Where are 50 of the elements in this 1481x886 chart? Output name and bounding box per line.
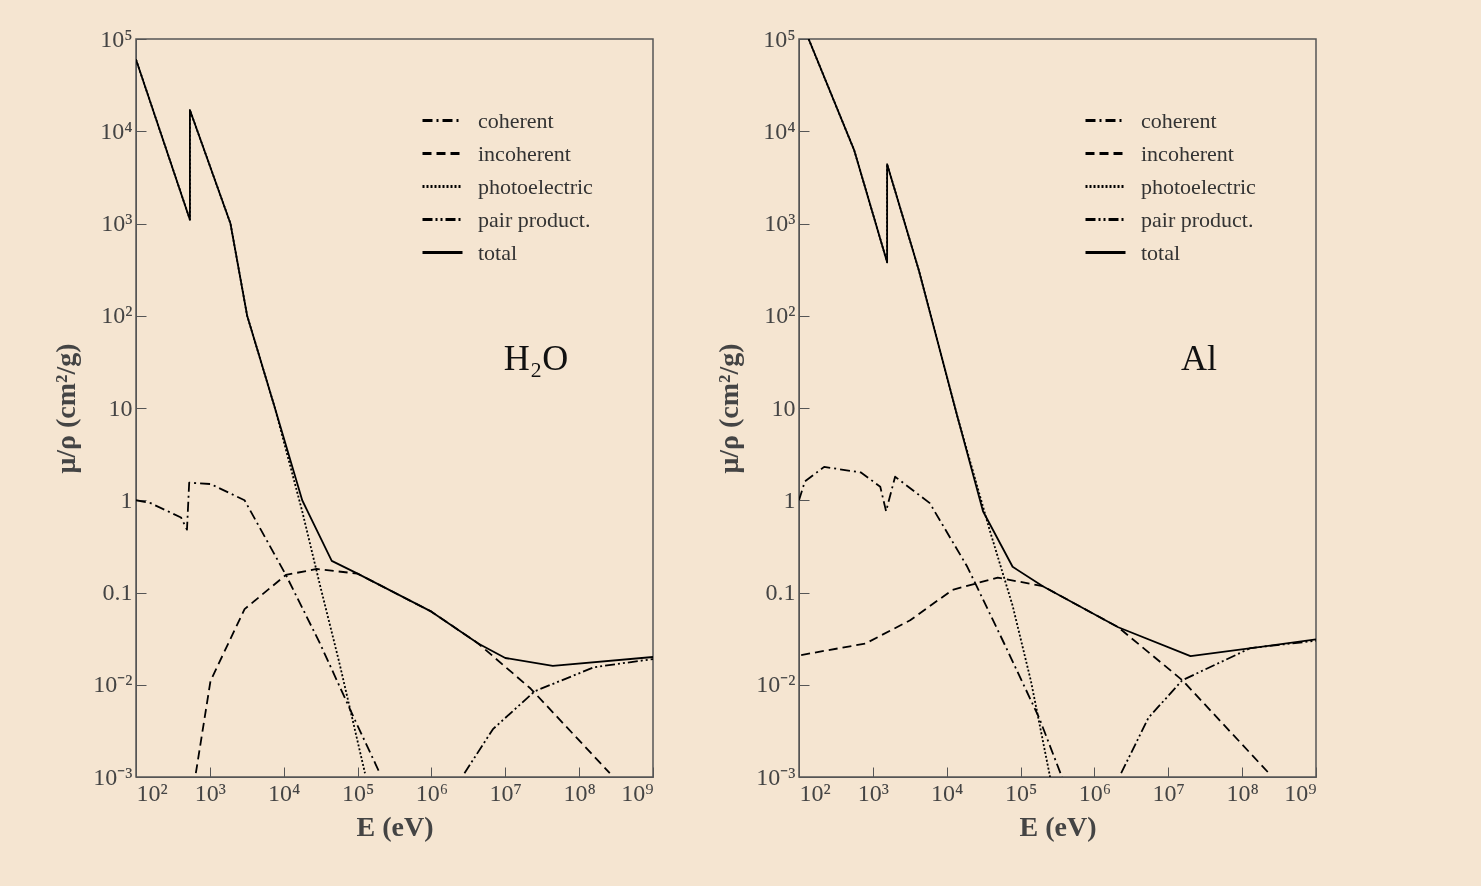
- legend-label: photoelectric: [478, 173, 594, 199]
- annotation: H₂O: [503, 338, 569, 378]
- legend-label: incoherent: [478, 140, 571, 166]
- x-axis-title: E (eV): [1019, 810, 1097, 842]
- y-tick-label: 10⁻³: [756, 763, 796, 790]
- y-tick-label: 10: [771, 394, 796, 421]
- y-tick-label: 10⁴: [763, 117, 796, 144]
- legend-label: coherent: [478, 107, 554, 133]
- x-tick-label: 10³: [857, 779, 889, 806]
- x-tick-label: 10⁷: [489, 779, 522, 806]
- legend-label: incoherent: [1141, 140, 1234, 166]
- legend-label: pair product.: [1141, 206, 1254, 232]
- y-tick-label: 10: [108, 394, 133, 421]
- x-tick-label: 10⁹: [621, 779, 654, 806]
- x-tick-label: 10⁷: [1152, 779, 1185, 806]
- x-tick-label: 10²: [799, 779, 831, 806]
- y-tick-label: 10³: [101, 210, 133, 236]
- y-tick-label: 0.1: [102, 579, 133, 605]
- y-tick-label: 0.1: [765, 579, 796, 605]
- x-tick-label: 10⁶: [415, 779, 449, 806]
- x-tick-label: 10⁸: [1226, 779, 1259, 806]
- y-tick-label: 10⁻²: [756, 671, 796, 698]
- y-tick-label: 1: [783, 486, 796, 513]
- x-tick-label: 10²: [136, 779, 168, 806]
- x-tick-label: 10⁸: [563, 779, 596, 806]
- y-tick-label: 10⁵: [763, 25, 796, 52]
- legend-label: total: [478, 239, 518, 265]
- x-tick-label: 10⁹: [1284, 779, 1317, 806]
- y-axis-title: μ/ρ (cm²/g): [713, 343, 745, 474]
- y-tick-label: 1: [120, 486, 133, 513]
- x-axis-title: E (eV): [356, 810, 434, 842]
- annotation: Al: [1181, 338, 1217, 378]
- y-axis-title: μ/ρ (cm²/g): [50, 343, 82, 474]
- y-tick-label: 10²: [101, 302, 133, 329]
- legend-label: pair product.: [478, 206, 591, 232]
- y-tick-label: 10⁻³: [93, 763, 133, 790]
- y-tick-label: 10²: [764, 302, 796, 329]
- y-tick-label: 10³: [764, 210, 796, 236]
- legend-label: total: [1141, 239, 1181, 265]
- legend-label: coherent: [1141, 107, 1217, 133]
- legend-label: photoelectric: [1141, 173, 1257, 199]
- x-tick-label: 10⁴: [931, 779, 964, 806]
- y-tick-label: 10⁻²: [93, 671, 133, 698]
- x-tick-label: 10⁵: [341, 779, 375, 806]
- x-tick-label: 10⁵: [1004, 779, 1038, 806]
- y-tick-label: 10⁵: [100, 25, 133, 52]
- x-tick-label: 10⁶: [1078, 779, 1112, 806]
- y-tick-label: 10⁴: [100, 117, 133, 144]
- x-tick-label: 10⁴: [268, 779, 301, 806]
- x-tick-label: 10³: [194, 779, 226, 806]
